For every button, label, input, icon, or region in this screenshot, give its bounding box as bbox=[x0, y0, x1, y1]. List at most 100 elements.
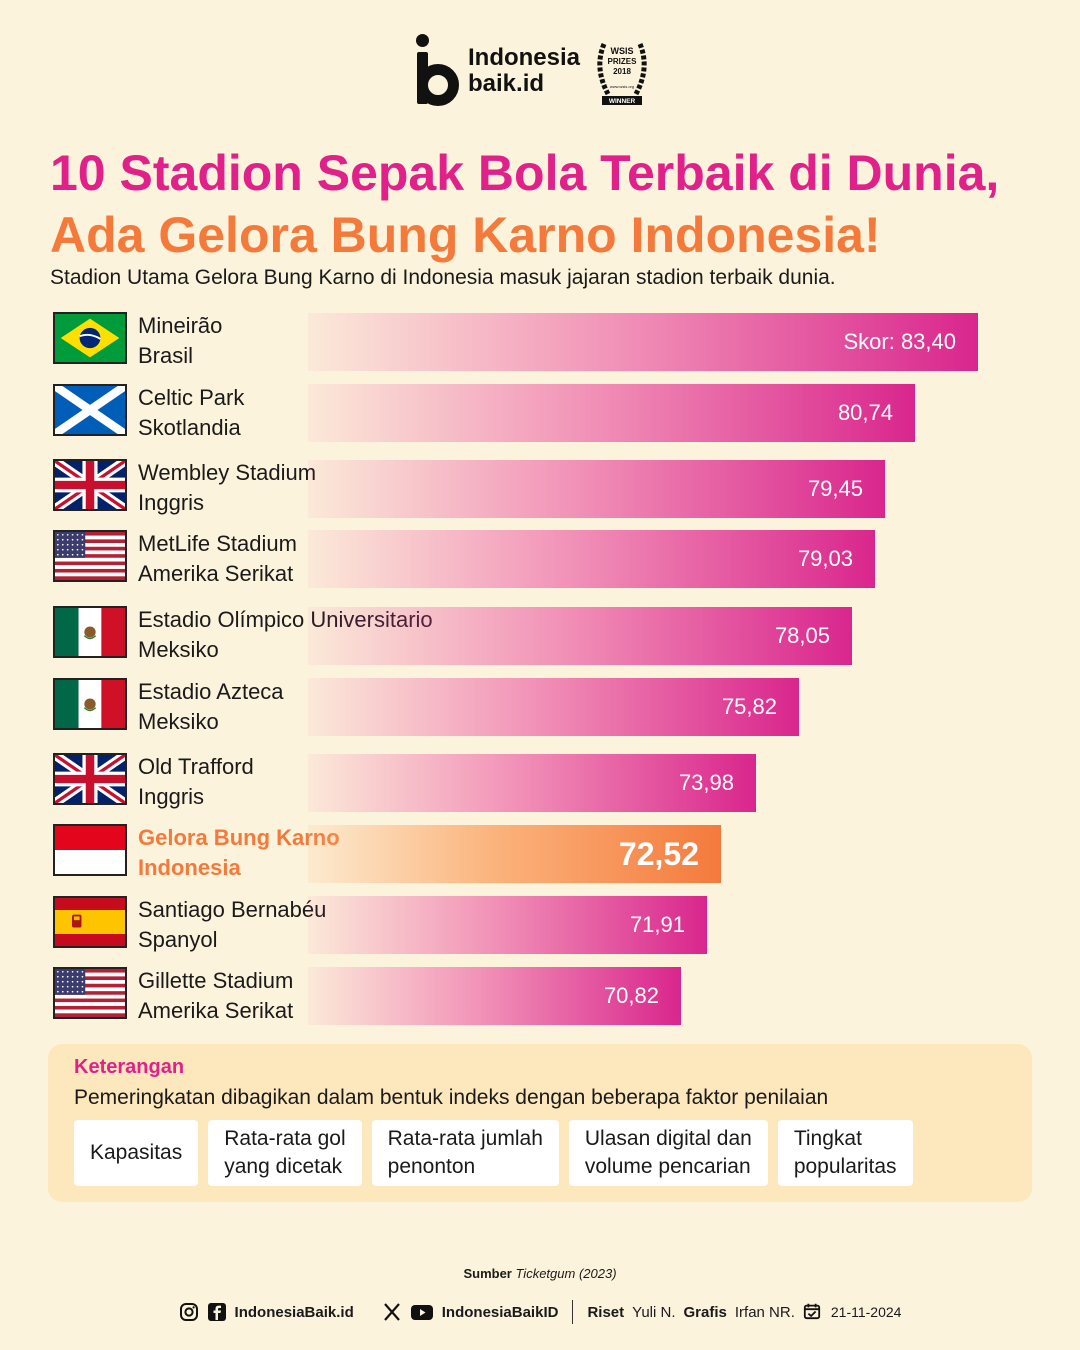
brazil-flag-icon bbox=[53, 312, 127, 364]
bar-value-label: Skor: 83,40 bbox=[843, 329, 956, 354]
calendar-icon bbox=[803, 1302, 823, 1322]
title-line2: Ada Gelora Bung Karno Indonesia! bbox=[50, 207, 881, 263]
stadium-name: Santiago Bernabéu bbox=[138, 897, 327, 922]
stadium-label: Santiago Bernabéu Spanyol bbox=[138, 895, 326, 955]
bar: Skor: 83,40 bbox=[308, 313, 978, 371]
bar: 71,91 bbox=[308, 896, 707, 954]
stadium-label: Estadio Azteca Meksiko bbox=[138, 677, 284, 737]
stadium-country: Indonesia bbox=[138, 855, 241, 880]
spain-flag-icon bbox=[53, 896, 127, 948]
brand-logo: Indonesia baik.id WSIS PRIZES 2018 WINNE… bbox=[414, 34, 654, 108]
bar: 80,74 bbox=[308, 384, 915, 442]
factor-chip: Ulasan digital dan volume pencarian bbox=[568, 1120, 768, 1186]
svg-text:WINNER: WINNER bbox=[609, 98, 636, 105]
svg-text:www.wsis.org: www.wsis.org bbox=[610, 84, 634, 89]
bar-value-label: 79,45 bbox=[807, 476, 863, 501]
svg-text:2018: 2018 bbox=[613, 67, 631, 76]
footer-divider bbox=[572, 1300, 574, 1324]
bar-value-label: 72,52 bbox=[618, 835, 699, 872]
factor-chip: Rata-rata gol yang dicetak bbox=[208, 1120, 362, 1186]
research-name: Yuli N. bbox=[632, 1303, 676, 1321]
usa-flag-icon bbox=[53, 530, 127, 582]
uk-flag-icon bbox=[53, 459, 127, 511]
graphic-label: Grafis bbox=[683, 1303, 727, 1321]
legend-description: Pemeringkatan dibagikan dalam bentuk ind… bbox=[74, 1086, 829, 1109]
factor-list: Kapasitas Rata-rata gol yang dicetak Rata-r… bbox=[74, 1120, 913, 1186]
factor-chip: Tingkat popularitas bbox=[777, 1120, 913, 1186]
stadium-name: Estadio Azteca bbox=[138, 679, 284, 704]
bar: 75,82 bbox=[308, 678, 799, 736]
bar-value-label: 80,74 bbox=[837, 400, 893, 425]
source-name: Ticketgum (2023) bbox=[515, 1266, 617, 1281]
footer: IndonesiaBaik.id IndonesiaBaikID Riset Y… bbox=[0, 1300, 1080, 1324]
stadium-name: MetLife Stadium bbox=[138, 531, 297, 556]
bar-value-label: 75,82 bbox=[721, 694, 777, 719]
stadium-name: Celtic Park bbox=[138, 385, 245, 410]
stadium-country: Brasil bbox=[138, 343, 194, 368]
source-note: Sumber Ticketgum (2023) bbox=[0, 1266, 1080, 1281]
stadium-country: Inggris bbox=[138, 784, 205, 809]
indonesia-flag-icon bbox=[53, 824, 127, 876]
bar-value-label: 71,91 bbox=[629, 912, 685, 937]
stadium-country: Meksiko bbox=[138, 709, 219, 734]
stadium-label: Wembley Stadium Inggris bbox=[138, 458, 316, 518]
footer-handle-social[interactable]: IndonesiaBaikID bbox=[441, 1303, 559, 1321]
bar: 79,45 bbox=[308, 460, 885, 518]
factor-chip: Kapasitas bbox=[74, 1120, 199, 1186]
stadium-country: Meksiko bbox=[138, 637, 219, 662]
stadium-label: MetLife Stadium Amerika Serikat bbox=[138, 529, 297, 589]
bar: 73,98 bbox=[308, 754, 756, 812]
brand-name-line1: Indonesia bbox=[468, 44, 581, 71]
footer-handle-web[interactable]: IndonesiaBaik.id bbox=[234, 1303, 354, 1321]
stadium-country: Skotlandia bbox=[138, 415, 241, 440]
stadium-name: Mineirão bbox=[138, 313, 223, 338]
facebook-icon[interactable] bbox=[207, 1302, 227, 1322]
mexico-flag-icon bbox=[53, 678, 127, 730]
x-twitter-icon[interactable] bbox=[382, 1302, 402, 1322]
research-label: Riset bbox=[587, 1303, 625, 1321]
bar-value-label: 70,82 bbox=[603, 983, 659, 1008]
stadium-country: Amerika Serikat bbox=[138, 998, 294, 1023]
indonesiabaik-logo-icon bbox=[414, 34, 460, 108]
stadium-name: Gillette Stadium bbox=[138, 968, 294, 993]
svg-text:WSIS: WSIS bbox=[611, 46, 634, 56]
stadium-label: Mineirão Brasil bbox=[138, 311, 222, 371]
bar-value-label: 73,98 bbox=[678, 770, 734, 795]
factor-chip: Rata-rata jumlah penonton bbox=[371, 1120, 559, 1186]
instagram-icon[interactable] bbox=[179, 1302, 199, 1322]
bar: 79,03 bbox=[308, 530, 875, 588]
stadium-country: Spanyol bbox=[138, 927, 218, 952]
stadium-name: Old Trafford bbox=[138, 754, 254, 779]
stadium-country: Amerika Serikat bbox=[138, 561, 294, 586]
stadium-country: Inggris bbox=[138, 490, 205, 515]
graphic-name: Irfan NR. bbox=[734, 1303, 795, 1321]
bar-value-label: 78,05 bbox=[774, 623, 830, 648]
svg-text:PRIZES: PRIZES bbox=[608, 57, 638, 66]
stadium-label: Gelora Bung Karno Indonesia bbox=[138, 823, 340, 883]
stadium-name: Gelora Bung Karno bbox=[138, 825, 340, 850]
page-subtitle: Stadion Utama Gelora Bung Karno di Indon… bbox=[50, 266, 836, 289]
source-label: Sumber bbox=[463, 1266, 512, 1281]
bar: 78,05 bbox=[308, 607, 852, 665]
stadium-label: Celtic Park Skotlandia bbox=[138, 383, 244, 443]
page-title: 10 Stadion Sepak Bola Terbaik di Dunia, … bbox=[50, 142, 999, 266]
legend-box: Keterangan Pemeringkatan dibagikan dalam… bbox=[48, 1044, 1032, 1202]
youtube-icon[interactable] bbox=[410, 1302, 434, 1322]
title-line1: 10 Stadion Sepak Bola Terbaik di Dunia, bbox=[50, 145, 1000, 201]
bar-value-label: 79,03 bbox=[797, 546, 853, 571]
bar: 70,82 bbox=[308, 967, 681, 1025]
scotland-flag-icon bbox=[53, 384, 127, 436]
bar-highlight: 72,52 bbox=[308, 825, 721, 883]
stadium-ranking-chart: Mineirão Brasil Skor: 83,40 Celtic Park Skot… bbox=[0, 300, 1080, 1040]
legend-title: Keterangan bbox=[74, 1056, 185, 1078]
publish-date: 21-11-2024 bbox=[830, 1304, 902, 1320]
usa-flag-icon bbox=[53, 967, 127, 1019]
brand-name-line2: baik.id bbox=[468, 70, 545, 97]
uk-flag-icon bbox=[53, 753, 127, 805]
stadium-label: Old Trafford Inggris bbox=[138, 752, 254, 812]
stadium-name: Wembley Stadium bbox=[138, 460, 317, 485]
brand-name: Indonesia baik.id bbox=[468, 45, 580, 97]
wsis-award-badge-icon: WSIS PRIZES 2018 WINNER www.wsis.org bbox=[590, 34, 654, 108]
mexico-flag-icon bbox=[53, 606, 127, 658]
stadium-label: Gillette Stadium Amerika Serikat bbox=[138, 966, 293, 1026]
